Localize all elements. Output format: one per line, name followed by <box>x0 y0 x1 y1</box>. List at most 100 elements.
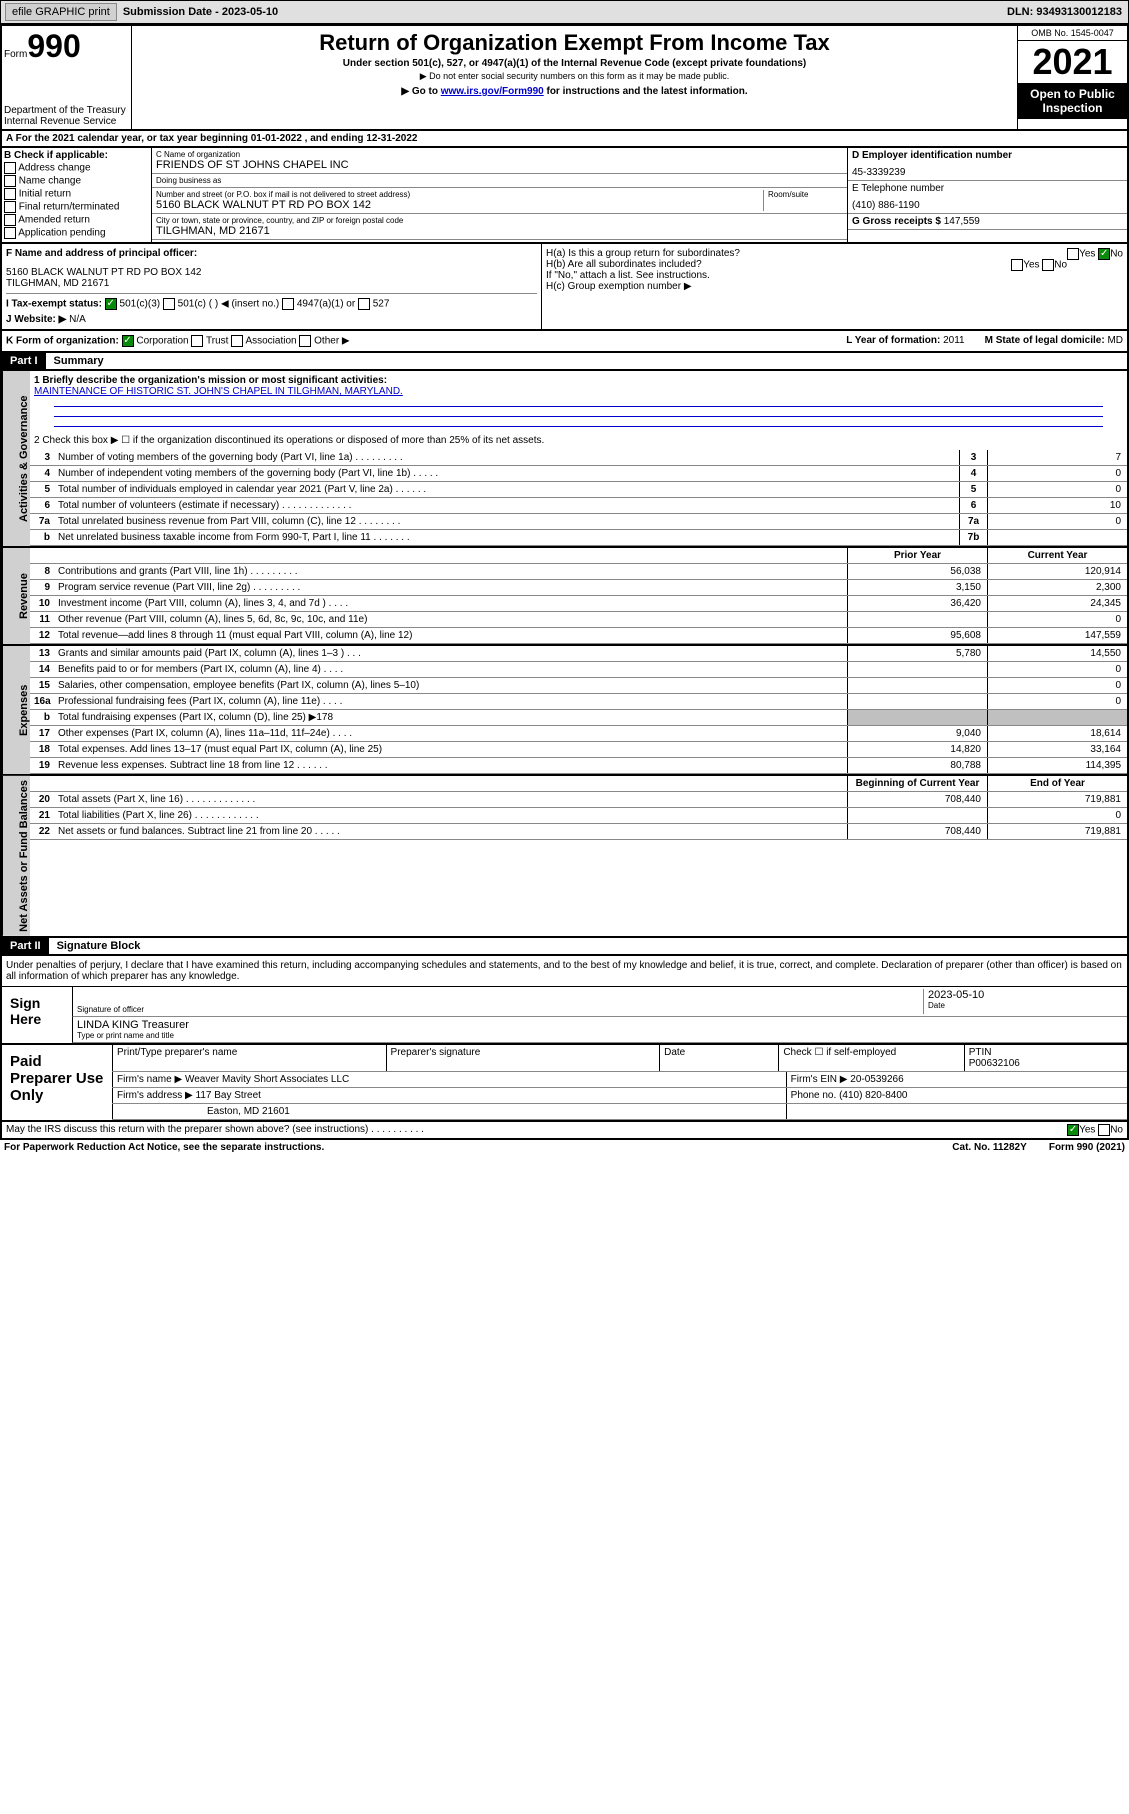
paperwork-notice: For Paperwork Reduction Act Notice, see … <box>4 1142 324 1153</box>
table-row: 8Contributions and grants (Part VIII, li… <box>30 564 1127 580</box>
cat-no: Cat. No. 11282Y <box>952 1142 1026 1153</box>
table-row: 6Total number of volunteers (estimate if… <box>30 498 1127 514</box>
block-k: K Form of organization: ✓ Corporation Tr… <box>0 331 1129 353</box>
discuss-no-checkbox[interactable] <box>1098 1124 1110 1136</box>
hb-yes-checkbox[interactable] <box>1011 259 1023 271</box>
name-change-checkbox[interactable] <box>4 175 16 187</box>
501c3-checkbox[interactable]: ✓ <box>105 298 117 310</box>
ptin: P00632106 <box>969 1058 1123 1069</box>
sign-here-label: Sign Here <box>2 987 72 1043</box>
ein: 45-3339239 <box>852 167 1123 178</box>
declaration: Under penalties of perjury, I declare th… <box>2 956 1127 986</box>
firm-ein: 20-0539266 <box>850 1074 903 1085</box>
table-row: 13Grants and similar amounts paid (Part … <box>30 646 1127 662</box>
expenses-table: Expenses 13Grants and similar amounts pa… <box>0 646 1129 776</box>
column-d: D Employer identification number45-33392… <box>847 148 1127 242</box>
ha-no-checkbox[interactable]: ✓ <box>1098 248 1110 260</box>
table-row: 9Program service revenue (Part VIII, lin… <box>30 580 1127 596</box>
discuss-yes-checkbox[interactable]: ✓ <box>1067 1124 1079 1136</box>
table-row: 3Number of voting members of the governi… <box>30 450 1127 466</box>
table-row: 22Net assets or fund balances. Subtract … <box>30 824 1127 840</box>
goto-note: ▶ Go to www.irs.gov/Form990 for instruct… <box>136 86 1013 97</box>
year-formation: 2011 <box>943 335 965 346</box>
table-row: 21Total liabilities (Part X, line 26) . … <box>30 808 1127 824</box>
form-number: 990 <box>27 28 80 64</box>
governance-label: Activities & Governance <box>2 371 30 546</box>
org-name: FRIENDS OF ST JOHNS CHAPEL INC <box>156 159 843 171</box>
signer-name: LINDA KING Treasurer <box>77 1019 1123 1031</box>
table-row: 5Total number of individuals employed in… <box>30 482 1127 498</box>
governance-table: Activities & Governance 1 Briefly descri… <box>0 371 1129 548</box>
website: N/A <box>69 314 86 325</box>
form-footer: Form 990 (2021) <box>1049 1142 1125 1153</box>
omb-number: OMB No. 1545-0047 <box>1018 26 1127 41</box>
net-assets-label: Net Assets or Fund Balances <box>2 776 30 936</box>
application-pending-checkbox[interactable] <box>4 227 16 239</box>
table-row: 16aProfessional fundraising fees (Part I… <box>30 694 1127 710</box>
corporation-checkbox[interactable]: ✓ <box>122 335 134 347</box>
ha-yes-checkbox[interactable] <box>1067 248 1079 260</box>
irs-link[interactable]: www.irs.gov/Form990 <box>441 86 544 97</box>
block-fh: F Name and address of principal officer:… <box>0 244 1129 331</box>
firm-address: 117 Bay Street <box>196 1090 261 1101</box>
paid-preparer-label: Paid Preparer Use Only <box>2 1045 112 1120</box>
efile-button[interactable]: efile GRAPHIC print <box>5 3 117 21</box>
other-checkbox[interactable] <box>299 335 311 347</box>
amended-return-checkbox[interactable] <box>4 214 16 226</box>
form-label: Form <box>4 49 27 60</box>
table-row: 20Total assets (Part X, line 16) . . . .… <box>30 792 1127 808</box>
column-c: C Name of organizationFRIENDS OF ST JOHN… <box>152 148 847 242</box>
revenue-table: Revenue Prior YearCurrent Year 8Contribu… <box>0 548 1129 646</box>
expenses-label: Expenses <box>2 646 30 774</box>
mission-text: MAINTENANCE OF HISTORIC ST. JOHN'S CHAPE… <box>34 386 1123 397</box>
form-title: Return of Organization Exempt From Incom… <box>136 30 1013 56</box>
telephone: (410) 886-1190 <box>852 200 1123 211</box>
firm-city: Easton, MD 21601 <box>207 1106 290 1117</box>
revenue-label: Revenue <box>2 548 30 644</box>
firm-name: Weaver Mavity Short Associates LLC <box>185 1074 349 1085</box>
tax-year: 2021 <box>1018 41 1127 83</box>
sign-date: 2023-05-10 <box>928 989 1123 1001</box>
paid-preparer-block: Paid Preparer Use Only Print/Type prepar… <box>0 1045 1129 1122</box>
top-bar: efile GRAPHIC print Submission Date - 20… <box>0 0 1129 24</box>
footer: For Paperwork Reduction Act Notice, see … <box>0 1140 1129 1155</box>
block-bcd: B Check if applicable: Address change Na… <box>0 148 1129 244</box>
form-subtitle: Under section 501(c), 527, or 4947(a)(1)… <box>136 58 1013 69</box>
submission-date: Submission Date - 2023-05-10 <box>123 6 278 18</box>
firm-phone: (410) 820-8400 <box>839 1090 907 1101</box>
part2-header: Part IISignature Block <box>0 938 1129 956</box>
officer-addr2: TILGHMAN, MD 21671 <box>6 278 537 289</box>
signature-block: Under penalties of perjury, I declare th… <box>0 956 1129 1045</box>
public-inspection: Open to Public Inspection <box>1018 83 1127 119</box>
hb-no-checkbox[interactable] <box>1042 259 1054 271</box>
department: Department of the Treasury Internal Reve… <box>4 105 129 127</box>
discuss-row: May the IRS discuss this return with the… <box>0 1122 1129 1140</box>
table-row: 11Other revenue (Part VIII, column (A), … <box>30 612 1127 628</box>
initial-return-checkbox[interactable] <box>4 188 16 200</box>
4947-checkbox[interactable] <box>282 298 294 310</box>
state-domicile: MD <box>1107 335 1123 346</box>
trust-checkbox[interactable] <box>191 335 203 347</box>
net-assets-table: Net Assets or Fund Balances Beginning of… <box>0 776 1129 938</box>
final-return-checkbox[interactable] <box>4 201 16 213</box>
officer-addr1: 5160 BLACK WALNUT PT RD PO BOX 142 <box>6 267 537 278</box>
street-address: 5160 BLACK WALNUT PT RD PO BOX 142 <box>156 199 763 211</box>
table-row: bNet unrelated business taxable income f… <box>30 530 1127 546</box>
table-row: 10Investment income (Part VIII, column (… <box>30 596 1127 612</box>
ssn-note: ▶ Do not enter social security numbers o… <box>136 71 1013 82</box>
table-row: 19Revenue less expenses. Subtract line 1… <box>30 758 1127 774</box>
part1-header: Part ISummary <box>0 353 1129 371</box>
table-row: 4Number of independent voting members of… <box>30 466 1127 482</box>
527-checkbox[interactable] <box>358 298 370 310</box>
section-a: A For the 2021 calendar year, or tax yea… <box>0 131 1129 148</box>
column-b: B Check if applicable: Address change Na… <box>2 148 152 242</box>
table-row: 15Salaries, other compensation, employee… <box>30 678 1127 694</box>
table-row: bTotal fundraising expenses (Part IX, co… <box>30 710 1127 726</box>
city-state-zip: TILGHMAN, MD 21671 <box>156 225 843 237</box>
association-checkbox[interactable] <box>231 335 243 347</box>
table-row: 7aTotal unrelated business revenue from … <box>30 514 1127 530</box>
address-change-checkbox[interactable] <box>4 162 16 174</box>
501c-checkbox[interactable] <box>163 298 175 310</box>
table-row: 12Total revenue—add lines 8 through 11 (… <box>30 628 1127 644</box>
dln: DLN: 93493130012183 <box>1007 6 1126 18</box>
